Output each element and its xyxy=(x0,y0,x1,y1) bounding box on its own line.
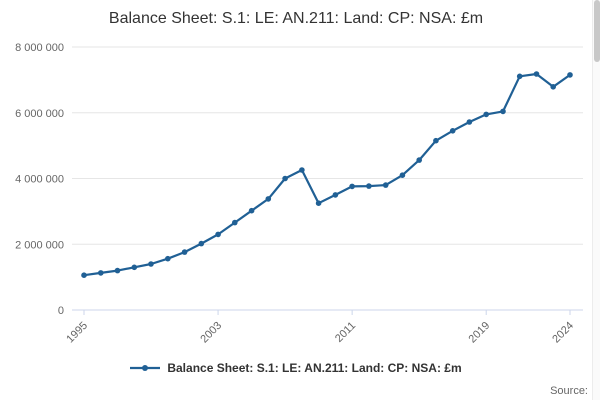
data-point-marker[interactable] xyxy=(533,71,540,77)
x-axis-tick-label: 2019 xyxy=(467,320,493,346)
data-point-marker[interactable] xyxy=(131,264,138,271)
data-point-marker[interactable] xyxy=(148,261,154,267)
data-point-marker[interactable] xyxy=(215,231,221,238)
x-axis-tick-label: 2024 xyxy=(550,320,576,346)
data-point-marker[interactable] xyxy=(81,272,87,279)
source-label: Source: xyxy=(550,385,588,397)
data-point-marker[interactable] xyxy=(98,270,104,276)
legend-dot xyxy=(142,365,149,371)
legend-series-label: Balance Sheet: S.1: LE: AN.211: Land: CP… xyxy=(167,361,462,375)
data-point-marker[interactable] xyxy=(165,255,171,262)
scrollbar-thumb[interactable] xyxy=(594,0,600,62)
data-point-marker[interactable] xyxy=(349,183,355,190)
legend-line-marker-icon xyxy=(130,365,161,371)
data-point-marker[interactable] xyxy=(567,72,573,78)
data-point-marker[interactable] xyxy=(516,73,523,80)
chart-title: Balance Sheet: S.1: LE: AN.211: Land: CP… xyxy=(108,10,484,27)
y-axis-tick-label: 0 xyxy=(58,305,64,317)
data-point-marker[interactable] xyxy=(114,267,121,274)
data-point-marker[interactable] xyxy=(550,84,556,90)
data-point-marker[interactable] xyxy=(248,207,255,214)
data-point-marker[interactable] xyxy=(500,108,506,115)
data-point-marker[interactable] xyxy=(483,111,490,118)
data-point-marker[interactable] xyxy=(433,137,439,144)
data-point-marker[interactable] xyxy=(299,167,305,173)
data-point-marker[interactable] xyxy=(181,249,188,255)
scrollbar[interactable] xyxy=(592,0,600,400)
data-point-marker[interactable] xyxy=(399,172,406,178)
data-point-marker[interactable] xyxy=(198,240,205,247)
x-axis-tick-label: 2003 xyxy=(198,320,224,346)
data-point-marker[interactable] xyxy=(265,196,272,202)
data-point-marker[interactable] xyxy=(366,183,372,189)
legend-item[interactable]: Balance Sheet: S.1: LE: AN.211: Land: CP… xyxy=(0,361,592,375)
data-point-marker[interactable] xyxy=(449,128,456,134)
y-axis-tick-label: 8 000 000 xyxy=(15,42,64,54)
x-axis-tick-label: 2011 xyxy=(333,320,358,345)
series-line[interactable] xyxy=(82,72,572,277)
y-axis-tick-label: 4 000 000 xyxy=(15,174,64,186)
y-axis-tick-label: 2 000 000 xyxy=(15,239,64,251)
data-point-marker[interactable] xyxy=(315,200,322,206)
data-point-marker[interactable] xyxy=(282,175,288,182)
y-axis-tick-label: 6 000 000 xyxy=(15,108,64,120)
x-axis-tick-label: 1995 xyxy=(64,320,90,346)
data-point-marker[interactable] xyxy=(416,157,423,163)
data-point-marker[interactable] xyxy=(466,119,473,125)
data-point-marker[interactable] xyxy=(382,182,389,188)
data-point-marker[interactable] xyxy=(332,192,339,198)
data-point-marker[interactable] xyxy=(232,219,238,226)
